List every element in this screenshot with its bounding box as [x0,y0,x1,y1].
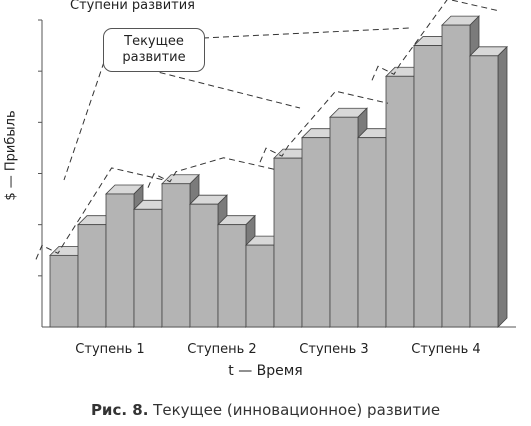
bar-front-face [357,137,387,328]
caption-prefix: Рис. 8. [90,401,149,419]
bar-front-face [441,24,471,328]
stage-outline [35,0,501,260]
bar-front-face [189,203,219,328]
callout-pointer [63,61,105,181]
callout-text: Текущее развитие [122,34,186,65]
x-tick-label: Ступень 2 [187,342,256,357]
stage-outline-step [147,157,277,188]
x-tick-label: Ступень 1 [75,342,144,357]
stage-outline-step [259,90,389,163]
x-tick-label: Ступень 3 [299,342,368,357]
callout-pointer [149,69,301,109]
y-axis-label: $ — Прибыль [3,110,19,201]
bar-front-face [217,224,247,328]
current-development-callout: Текущее развитие [103,28,205,72]
bar [469,45,508,328]
bar-front-face [105,193,135,328]
bar-front-face [413,45,443,328]
callout-pointer [202,27,411,39]
x-axis-label: t — Время [228,363,303,379]
bar-front-face [133,208,163,328]
stage-outline-step [371,0,501,81]
bar-side-face [497,45,508,328]
bar-front-face [77,224,107,328]
x-tick-label: Ступень 4 [411,342,480,357]
x-tick-labels: Ступень 1 Ступень 2 Ступень 3 Ступень 4 [75,342,480,357]
bar-front-face [385,75,415,328]
bar-front-face [49,254,79,328]
bar-front-face [469,55,499,328]
bars [49,15,508,328]
bar-front-face [301,137,331,328]
stages-annotation: Ступени развития [70,0,196,13]
figure-caption: Рис. 8. Текущее (инновационное) развитие [0,401,531,419]
stage-outline-step [35,167,165,260]
bar-front-face [273,157,303,328]
bar-front-face [161,183,191,328]
bar-front-face [245,244,275,328]
bar-front-face [329,116,359,328]
caption-text: Текущее (инновационное) развитие [153,401,441,419]
